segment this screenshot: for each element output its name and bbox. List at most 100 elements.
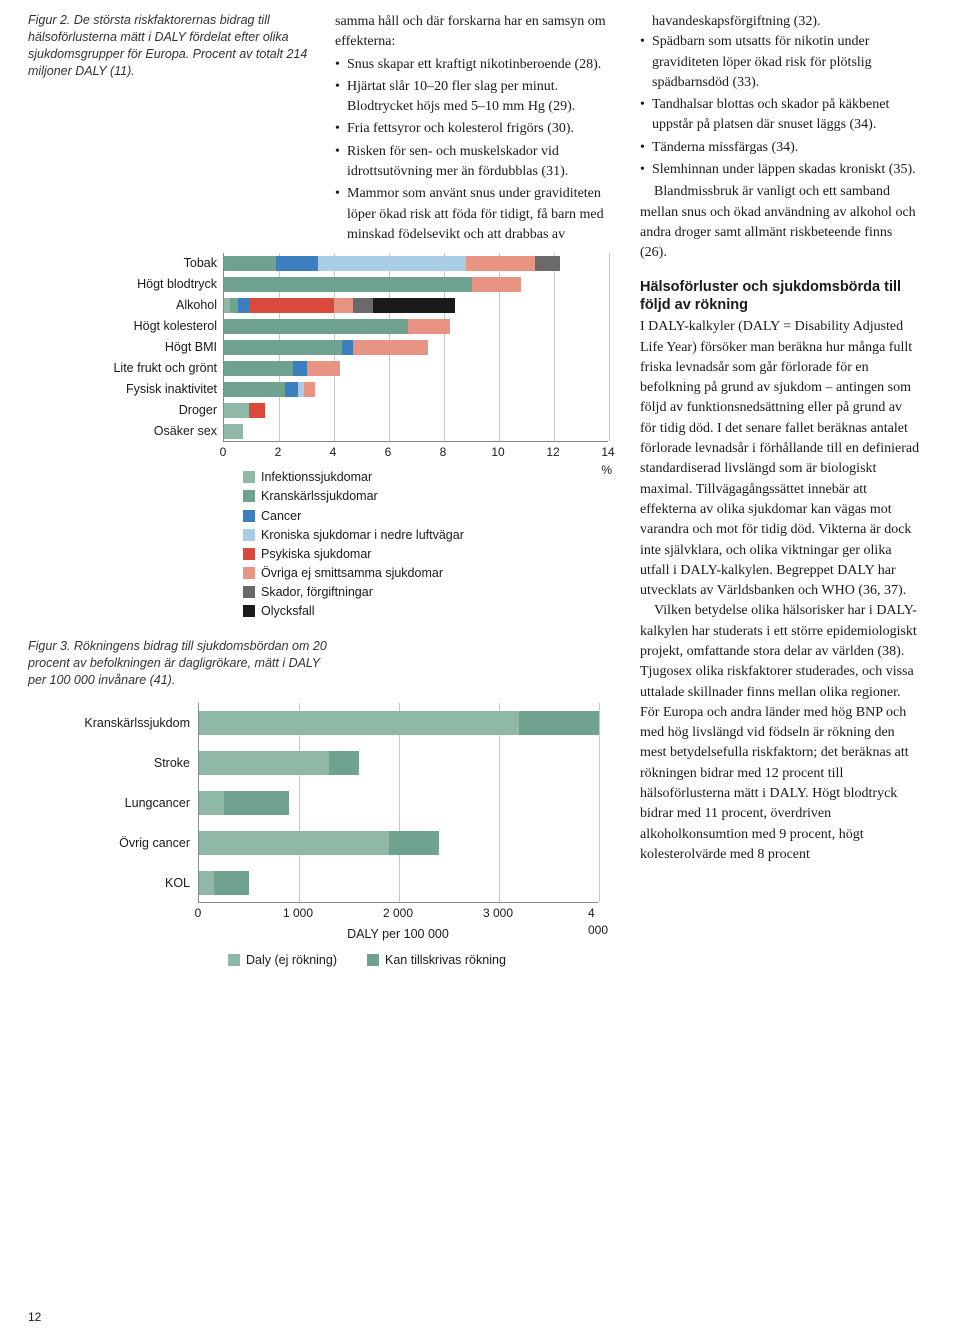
continuation-text: havandeskapsförgiftning (32). [640, 12, 920, 32]
legend-item: Cancer [243, 507, 618, 525]
legend-label: Övriga ej smittsamma sjukdomar [261, 564, 443, 582]
legend-label: Skador, förgiftningar [261, 583, 373, 601]
page-number: 12 [28, 1309, 41, 1326]
chart2-segment [285, 382, 299, 397]
chart2-xtick: 8 [440, 444, 447, 461]
legend-swatch [243, 510, 255, 522]
chart2-segment [472, 277, 522, 292]
legend-label: Kroniska sjukdomar i nedre luftvägar [261, 526, 464, 544]
chart3-segment [199, 871, 214, 895]
chart2-segment [373, 298, 456, 313]
chart2-xtick: 2 [275, 444, 282, 461]
right-bullet: Tänderna missfärgas (34). [640, 138, 920, 158]
chart2-xtick: 10 [491, 444, 504, 461]
chart2-label: Fysisk inaktivitet [28, 379, 217, 400]
legend-label: Daly (ej rökning) [246, 951, 337, 969]
chart2-label: Alkohol [28, 295, 217, 316]
legend-item: Psykiska sjukdomar [243, 545, 618, 563]
chart3-segment [519, 711, 599, 735]
chart3-label: Lungcancer [28, 783, 190, 823]
legend-item: Kan tillskrivas rökning [367, 951, 506, 969]
chart2-xtick: 0 [220, 444, 227, 461]
chart2-label: Högt kolesterol [28, 316, 217, 337]
intro-bullet: Risken för sen- och muskelskador vid idr… [335, 142, 615, 183]
chart2-segment [342, 340, 353, 355]
legend-item: Infektionssjukdomar [243, 468, 618, 486]
legend-swatch [243, 529, 255, 541]
legend-item: Kroniska sjukdomar i nedre luftvägar [243, 526, 618, 544]
chart3-segment [199, 711, 519, 735]
chart2-label: Osäker sex [28, 421, 217, 442]
chart2-xtick: 12 [546, 444, 559, 461]
figure3-chart: KranskärlssjukdomStrokeLungcancerÖvrig c… [28, 703, 618, 970]
right-bullet: Spädbarn som utsatts för nikotin under g… [640, 32, 920, 93]
intro-lead: samma håll och där forskarna har en sams… [335, 12, 615, 53]
chart2-segment [224, 424, 243, 439]
chart2-segment [224, 340, 342, 355]
chart3-label: Kranskärlssjukdom [28, 703, 190, 743]
chart3-segment [224, 791, 289, 815]
chart3-segment [214, 871, 249, 895]
legend-item: Skador, förgiftningar [243, 583, 618, 601]
intro-bullet: Fria fettsyror och kolesterol frigörs (3… [335, 119, 615, 139]
legend-label: Psykiska sjukdomar [261, 545, 371, 563]
chart2-segment [353, 298, 372, 313]
legend-item: Kranskärlssjukdomar [243, 487, 618, 505]
chart3-segment [329, 751, 359, 775]
chart2-segment [293, 361, 307, 376]
chart2-segment [304, 382, 315, 397]
para-blandmissbruk: Blandmissbruk är vanligt och ett samband… [640, 182, 920, 263]
legend-swatch [243, 548, 255, 560]
legend-swatch [367, 954, 379, 966]
right-bullets: Spädbarn som utsatts för nikotin under g… [640, 32, 920, 180]
legend-label: Kranskärlssjukdomar [261, 487, 378, 505]
chart3-xtick: 0 [195, 905, 202, 922]
legend-item: Övriga ej smittsamma sjukdomar [243, 564, 618, 582]
legend-label: Olycksfall [261, 602, 314, 620]
chart2-segment [353, 340, 427, 355]
chart2-segment [238, 298, 249, 313]
body-para-2: Vilken betydelse olika hälsorisker har i… [640, 601, 920, 865]
legend-label: Infektionssjukdomar [261, 468, 372, 486]
chart3-segment [199, 751, 329, 775]
legend-swatch [243, 586, 255, 598]
chart2-segment [276, 256, 317, 271]
right-column: havandeskapsförgiftning (32). Spädbarn s… [640, 12, 920, 988]
chart2-segment [224, 277, 472, 292]
chart2-xtick: 4 [330, 444, 337, 461]
chart2-segment [230, 298, 238, 313]
chart3-xtick: 4 000 [588, 905, 608, 940]
legend-swatch [243, 471, 255, 483]
chart3-segment [389, 831, 439, 855]
chart3-label: Övrig cancer [28, 823, 190, 863]
chart2-segment [318, 256, 467, 271]
legend-item: Olycksfall [243, 602, 618, 620]
intro-bullet: Hjärtat slår 10–20 fler slag per minut. … [335, 77, 615, 118]
chart2-segment [224, 382, 285, 397]
chart2-segment [224, 403, 249, 418]
legend-swatch [243, 567, 255, 579]
chart2-label: Droger [28, 400, 217, 421]
chart2-segment [224, 361, 293, 376]
intro-bullet: Mammor som använt snus under graviditete… [335, 184, 615, 245]
right-bullet: Slemhinnan under läppen skadas kroniskt … [640, 160, 920, 180]
legend-swatch [243, 605, 255, 617]
intro-bullets: Snus skapar ett kraftigt nikotinberoende… [335, 55, 615, 246]
chart2-xtick: 6 [385, 444, 392, 461]
legend-swatch [228, 954, 240, 966]
legend-swatch [243, 490, 255, 502]
chart2-label: Högt blodtryck [28, 274, 217, 295]
legend-label: Cancer [261, 507, 301, 525]
chart2-segment [535, 256, 560, 271]
chart2-xtick: 14 % [601, 444, 614, 479]
chart3-xtick: 3 000 [483, 905, 513, 922]
figure3-xlabel: DALY per 100 000 [198, 925, 598, 943]
chart2-segment [224, 256, 276, 271]
chart3-label: Stroke [28, 743, 190, 783]
chart2-segment [224, 319, 408, 334]
chart2-label: Lite frukt och grönt [28, 358, 217, 379]
legend-label: Kan tillskrivas rökning [385, 951, 506, 969]
chart3-segment [199, 831, 389, 855]
figure2-chart: TobakHögt blodtryckAlkoholHögt kolestero… [28, 253, 618, 620]
legend-item: Daly (ej rökning) [228, 951, 337, 969]
